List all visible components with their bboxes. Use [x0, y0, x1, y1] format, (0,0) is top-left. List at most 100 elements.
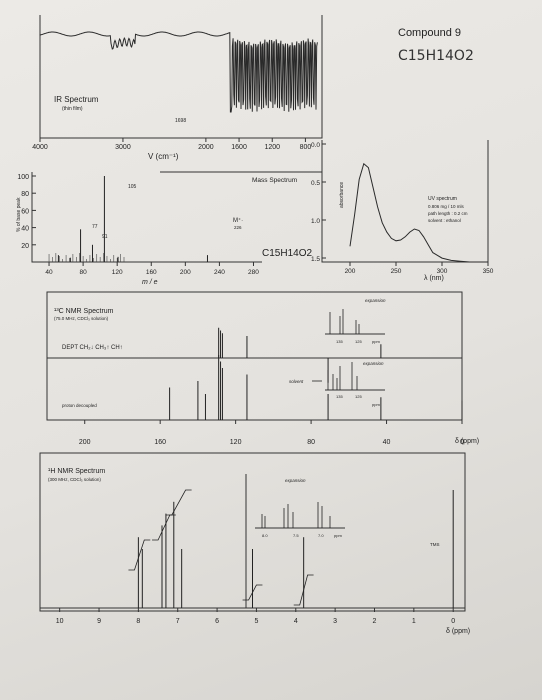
compound-title: Compound 9 [398, 27, 461, 39]
uv-ytick-label-0: 0.0 [311, 142, 320, 149]
uv-xtick-label-1: 250 [391, 268, 402, 275]
c13-exp1-tick-125: 125 [355, 339, 362, 344]
ms-ytick-label-3: 40 [21, 226, 29, 233]
ms-panel: 100 80 60 40 20 40 80 120 160 200 240 280 Mass Spe… [16, 171, 322, 286]
c13-expansion-2: expansion [363, 361, 384, 366]
h1-exp-tick-7: 7.0 [318, 533, 324, 538]
ir-xlabel: V (cm⁻¹) [148, 152, 179, 161]
uv-xlabel: λ (nm) [424, 275, 444, 282]
c13-dept-label: DEPT CH₂↓ CH₃↑ CH↑ [62, 345, 123, 351]
ms-ytick-label-1: 80 [21, 191, 29, 198]
h1-title: ¹H NMR Spectrum [48, 468, 105, 475]
c13-xlabel: δ (ppm) [455, 438, 479, 445]
h1-integral-0 [128, 539, 151, 571]
ms-x-ticks: 40 80 120 160 200 240 280 [45, 262, 259, 276]
uv-xtick-label-0: 200 [345, 268, 356, 275]
h1-tms-label: TMS [430, 542, 440, 547]
c13-exp2-tick-ppm: ppm [372, 402, 380, 407]
ms-bars [48, 176, 208, 262]
h1-integrals [128, 489, 314, 606]
h1-xtick-label-1: 9 [97, 618, 101, 625]
handwritten-formula: C15H14O2 [398, 48, 474, 64]
ms-xtick-label-0: 40 [45, 269, 53, 276]
h1-xlabel: δ (ppm) [446, 628, 470, 635]
h1-xtick-label-3: 7 [176, 618, 180, 625]
ir-tick-label-2: 2000 [198, 144, 214, 151]
uv-frame [321, 140, 488, 263]
c13-xtick-label-5: 0 [460, 439, 464, 446]
h1-exp-tick-ppm: ppm [334, 533, 342, 538]
h1-xtick-label-9: 1 [412, 618, 416, 625]
c13-peaks [169, 355, 463, 420]
uv-info-2: 0.806 mg / 10 mls [428, 204, 465, 209]
uv-xtick-label-3: 350 [483, 268, 494, 275]
ms-xtick-label-4: 200 [180, 269, 191, 276]
c13-xtick-label-0: 200 [79, 439, 91, 446]
c13-exp1-tick-135: 135 [336, 339, 343, 344]
h1-subtitle: (300 MHz, CDCl₃ solution) [48, 477, 101, 482]
ms-peak-label-77: 77 [92, 224, 98, 230]
uv-x-ticks: 200 250 300 350 [345, 262, 494, 275]
ir-panel: IR Spectrum (thin film) 1698 4000 3000 200… [32, 15, 323, 161]
ms-ytick-label-4: 20 [21, 243, 29, 250]
c13-subtitle: (75.0 MHz, CDCl₃ solution) [54, 316, 109, 321]
ms-xtick-label-5: 240 [214, 269, 225, 276]
ir-subtitle: (thin film) [62, 106, 83, 112]
c13-xtick-label-2: 120 [230, 439, 242, 446]
c13-exp2-tick-125: 125 [355, 394, 362, 399]
h1-integral-1 [152, 514, 176, 541]
ms-y-ticks: 100 80 60 40 20 [17, 174, 36, 250]
c13-expansion-1: expansion [365, 298, 386, 303]
ms-xtick-label-3: 160 [146, 269, 157, 276]
h1-x-ticks: 10 9 8 7 6 5 4 3 2 1 0 [56, 608, 455, 625]
ir-trace [39, 31, 318, 113]
h1-expansion-peaks [255, 502, 345, 529]
ms-xlabel: m / e [142, 279, 158, 286]
ms-title: Mass Spectrum [252, 177, 297, 184]
h1-integral-3 [242, 584, 263, 601]
h1-frame [39, 452, 466, 612]
c13-dept-peaks [218, 327, 382, 383]
uv-ytick-label-2: 1.0 [311, 218, 320, 225]
h1-xtick-label-10: 0 [451, 618, 455, 625]
h1-xtick-label-8: 2 [373, 618, 377, 625]
c13-xtick-label-3: 80 [307, 439, 315, 446]
c13-title: ¹³C NMR Spectrum [54, 308, 114, 315]
ms-peak-label-91: 91 [102, 234, 108, 240]
c13-x-ticks: 200 160 120 80 40 0 [79, 420, 464, 446]
c13-solvent-label: solvent [289, 379, 304, 384]
h1-exp-tick-75: 7.5 [293, 533, 299, 538]
ms-xtick-label-6: 280 [248, 269, 259, 276]
ir-title: IR Spectrum [54, 95, 99, 104]
ms-formula: C15H14O2 [262, 248, 312, 259]
ir-x-ticks: 4000 3000 2000 1600 1200 800 [32, 138, 311, 151]
uv-y-ticks: 0.0 0.5 1.0 1.5 [311, 142, 326, 263]
uv-xtick-label-2: 300 [437, 268, 448, 275]
c13-exp1-tick-ppm: ppm [372, 339, 380, 344]
c13-xtick-label-4: 40 [383, 439, 391, 446]
uv-info-4: solvent : ethanol [428, 218, 461, 223]
uv-ylabel: absorbance [339, 182, 345, 208]
uv-info-3: path length : 0.2 cm [428, 211, 468, 216]
ir-tick-label-3: 1600 [231, 144, 247, 151]
h1-xtick-label-7: 3 [333, 618, 337, 625]
ir-tick-label-1: 3000 [115, 144, 131, 151]
ir-peak-label: 1698 [175, 118, 186, 124]
c13-xtick-label-1: 160 [154, 439, 166, 446]
ir-tick-label-5: 800 [300, 144, 312, 151]
uv-trace [349, 162, 488, 263]
h1-xtick-label-0: 10 [56, 618, 64, 625]
ir-tick-label-4: 1200 [264, 144, 280, 151]
c13-expansion-2-peaks [325, 362, 385, 391]
uv-info-1: UV spectrum [428, 196, 457, 202]
c13-frame [46, 291, 463, 421]
h1-peaks [40, 490, 465, 609]
h1-expansion-label: expansion [285, 478, 306, 483]
ir-tick-label-0: 4000 [32, 144, 48, 151]
ms-xtick-label-2: 120 [112, 269, 123, 276]
uv-panel: 0.0 0.5 1.0 1.5 200 250 300 350 absorbance λ (… [311, 140, 494, 282]
uv-ytick-label-3: 1.5 [311, 256, 320, 263]
c13-panel: ¹³C NMR Spectrum (75.0 MHz, CDCl₃ soluti… [46, 291, 479, 446]
